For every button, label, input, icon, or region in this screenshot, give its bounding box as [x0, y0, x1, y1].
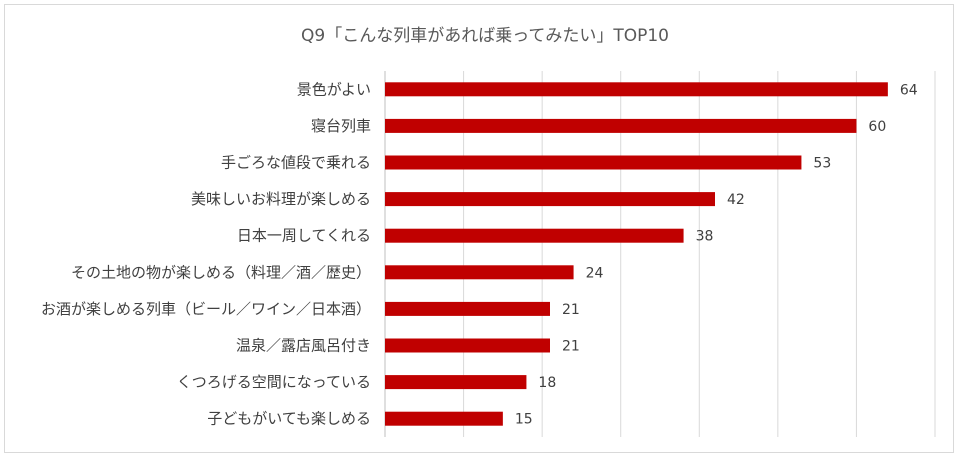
bar	[385, 82, 888, 97]
bar	[385, 228, 684, 243]
chart-frame: Q9「こんな列車があれば乗ってみたい」TOP10 景色がよい寝台列車手ごろな値段…	[4, 4, 954, 453]
value-label: 38	[696, 229, 714, 245]
value-label: 64	[900, 82, 918, 98]
category-label: 子どもがいても楽しめる	[207, 410, 371, 428]
category-label: その土地の物が楽しめる（料理／酒／歴史）	[71, 263, 371, 281]
bar-chart: Q9「こんな列車があれば乗ってみたい」TOP10 景色がよい寝台列車手ごろな値段…	[41, 26, 936, 437]
value-label: 24	[586, 265, 604, 281]
bar	[385, 265, 574, 280]
value-label: 21	[562, 302, 580, 318]
value-label: 15	[515, 412, 533, 428]
bar	[385, 301, 550, 316]
category-label: 温泉／露店風呂付き	[236, 337, 371, 355]
chart-title: Q9「こんな列車があれば乗ってみたい」TOP10	[301, 26, 669, 46]
bar	[385, 155, 802, 170]
value-label: 53	[813, 156, 831, 172]
category-label: くつろげる空間になっている	[177, 373, 371, 391]
bar	[385, 375, 527, 390]
value-label: 60	[868, 119, 886, 135]
bar	[385, 118, 857, 133]
category-label: お酒が楽しめる列車（ビール／ワイン／日本酒）	[41, 300, 371, 318]
category-label: 日本一周してくれる	[237, 227, 371, 245]
category-label: 景色がよい	[297, 80, 371, 98]
bar	[385, 411, 503, 426]
value-label: 18	[538, 375, 556, 391]
bars	[385, 82, 888, 426]
bar	[385, 192, 715, 207]
category-label: 美味しいお料理が楽しめる	[191, 190, 371, 208]
value-label: 42	[727, 192, 745, 208]
value-labels: 64 60 53 42 38 24 21 21 18 15	[515, 82, 918, 427]
category-label: 寝台列車	[311, 117, 371, 135]
category-labels: 景色がよい寝台列車手ごろな値段で乗れる美味しいお料理が楽しめる日本一周してくれる…	[41, 80, 371, 427]
bar	[385, 338, 550, 353]
value-label: 21	[562, 339, 580, 355]
category-label: 手ごろな値段で乗れる	[221, 154, 371, 172]
